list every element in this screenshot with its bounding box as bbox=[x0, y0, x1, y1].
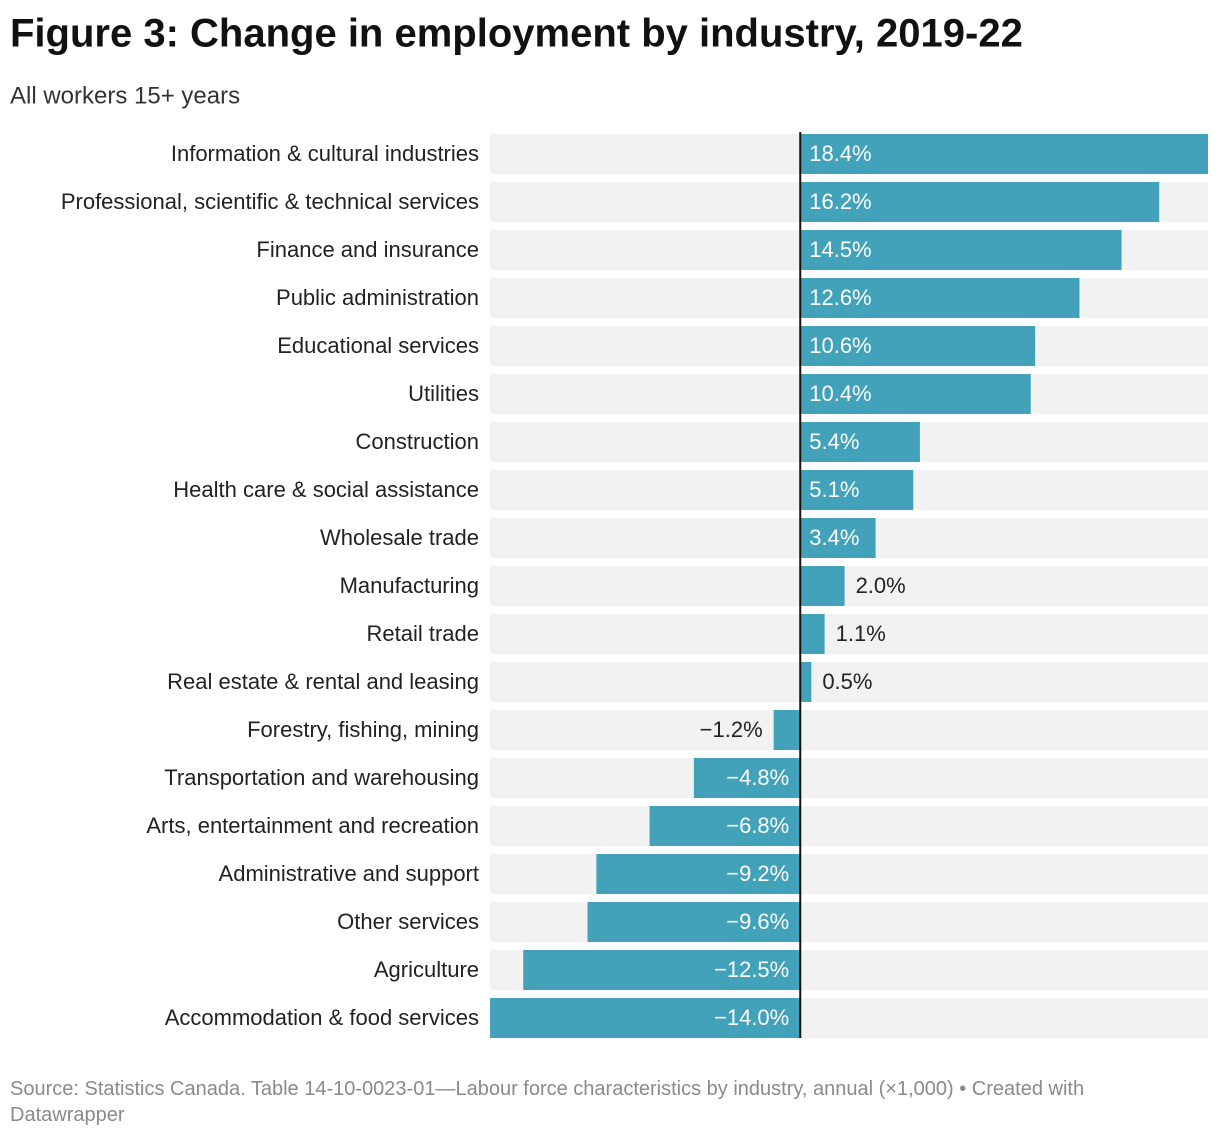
value-label: 14.5% bbox=[809, 237, 871, 262]
value-label: −6.8% bbox=[726, 813, 789, 838]
category-label: Transportation and warehousing bbox=[164, 765, 479, 790]
bar bbox=[800, 326, 1036, 366]
bar bbox=[773, 710, 801, 750]
value-label: 18.4% bbox=[809, 141, 871, 166]
bar bbox=[596, 854, 801, 894]
bar bbox=[587, 902, 801, 942]
source-note: Source: Statistics Canada. Table 14-10-0… bbox=[10, 1078, 1085, 1126]
category-label: Health care & social assistance bbox=[173, 477, 479, 502]
bar bbox=[800, 470, 914, 510]
value-label: −14.0% bbox=[714, 1005, 789, 1030]
chart: Figure 3: Change in employment by indust… bbox=[10, 12, 1208, 1038]
category-label: Arts, entertainment and recreation bbox=[146, 813, 479, 838]
chart-subtitle: All workers 15+ years bbox=[10, 82, 240, 109]
value-label: −4.8% bbox=[726, 765, 789, 790]
category-label: Agriculture bbox=[374, 957, 479, 982]
value-label: 2.0% bbox=[856, 573, 906, 598]
value-label: 10.4% bbox=[809, 381, 871, 406]
bar bbox=[649, 806, 801, 846]
bar bbox=[800, 614, 825, 654]
category-label: Manufacturing bbox=[340, 573, 479, 598]
category-label: Other services bbox=[337, 909, 479, 934]
category-label: Public administration bbox=[276, 285, 479, 310]
category-label: Information & cultural industries bbox=[171, 141, 479, 166]
bar bbox=[800, 422, 920, 462]
value-label: 3.4% bbox=[809, 525, 859, 550]
value-label: −9.2% bbox=[726, 861, 789, 886]
row-background bbox=[490, 806, 1208, 846]
row-background bbox=[490, 662, 1208, 702]
category-label: Utilities bbox=[408, 381, 479, 406]
category-label: Administrative and support bbox=[219, 861, 479, 886]
bar bbox=[490, 998, 801, 1038]
row-background bbox=[490, 566, 1208, 606]
category-label: Educational services bbox=[277, 333, 479, 358]
bar bbox=[523, 950, 801, 990]
bar bbox=[800, 518, 876, 558]
category-label: Finance and insurance bbox=[256, 237, 479, 262]
bar bbox=[800, 182, 1160, 222]
row-background bbox=[490, 614, 1208, 654]
bar bbox=[800, 662, 812, 702]
value-label: 5.4% bbox=[809, 429, 859, 454]
chart-title: Figure 3: Change in employment by indust… bbox=[10, 12, 1023, 56]
value-label: −1.2% bbox=[700, 717, 763, 742]
category-label: Wholesale trade bbox=[320, 525, 479, 550]
bar bbox=[800, 134, 1208, 174]
value-label: 10.6% bbox=[809, 333, 871, 358]
category-label: Construction bbox=[355, 429, 479, 454]
bar bbox=[800, 374, 1031, 414]
category-label: Professional, scientific & technical ser… bbox=[61, 189, 479, 214]
category-label: Accommodation & food services bbox=[165, 1005, 479, 1030]
value-label: 0.5% bbox=[822, 669, 872, 694]
value-label: −9.6% bbox=[726, 909, 789, 934]
value-label: 16.2% bbox=[809, 189, 871, 214]
row-background bbox=[490, 710, 1208, 750]
value-label: 5.1% bbox=[809, 477, 859, 502]
bar bbox=[800, 566, 845, 606]
value-label: −12.5% bbox=[714, 957, 789, 982]
row-background bbox=[490, 758, 1208, 798]
bar bbox=[800, 278, 1080, 318]
category-label: Real estate & rental and leasing bbox=[167, 669, 479, 694]
value-label: 1.1% bbox=[836, 621, 886, 646]
category-label: Forestry, fishing, mining bbox=[247, 717, 479, 742]
bar bbox=[693, 758, 801, 798]
category-label: Retail trade bbox=[366, 621, 479, 646]
value-label: 12.6% bbox=[809, 285, 871, 310]
bar bbox=[800, 230, 1122, 270]
